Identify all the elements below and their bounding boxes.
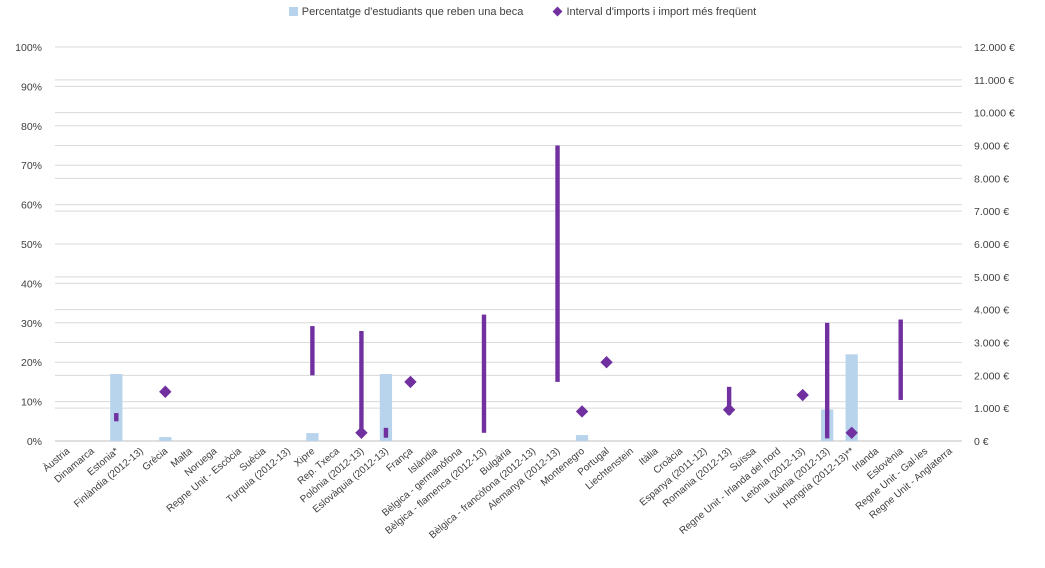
legend-entry-ranges: Interval d'imports i import més freqüent (553, 6, 757, 19)
range-line (824, 322, 830, 439)
range-series (114, 145, 903, 439)
range-line (898, 319, 903, 400)
most-frequent-diamond (796, 388, 809, 402)
right-tick-label: 0 € (974, 436, 989, 448)
most-frequent-diamond (722, 403, 736, 417)
left-tick-label: 40% (21, 278, 42, 290)
right-tick-label: 4.000 € (974, 305, 1009, 317)
left-tick-label: 50% (21, 239, 42, 251)
range-line (359, 331, 364, 433)
left-tick-label: 10% (21, 397, 42, 409)
left-tick-label: 100% (15, 42, 42, 54)
bar (845, 354, 858, 441)
left-axis-ticks: 0% 10% 20% 30% 40% 50% 60% 70% 80% 90% 100% (15, 42, 42, 448)
right-tick-label: 8.000 € (974, 173, 1009, 185)
left-tick-label: 80% (21, 121, 42, 133)
range-line (383, 427, 389, 438)
right-tick-label: 3.000 € (974, 338, 1009, 350)
right-tick-label: 11.000 € (974, 75, 1014, 87)
range-line (114, 413, 119, 422)
legend-square-icon (288, 7, 298, 17)
left-tick-label: 90% (21, 81, 42, 93)
category-label: Grècia (141, 446, 171, 474)
left-tick-label: 20% (21, 357, 42, 369)
bar (110, 374, 123, 441)
most-frequent-diamond (845, 426, 858, 439)
right-tick-label: 9.000 € (974, 141, 1009, 153)
most-frequent-diamond (159, 385, 172, 398)
bar-series (110, 354, 858, 441)
right-tick-label: 5.000 € (974, 272, 1009, 284)
left-tick-label: 60% (21, 200, 42, 212)
right-tick-label: 10.000 € (974, 108, 1015, 120)
legend-label-ranges: Interval d'imports i import més freqüent (566, 6, 757, 19)
right-tick-label: 6.000 € (974, 239, 1009, 251)
most-frequent-diamond (575, 405, 589, 418)
right-tick-label: 2.000 € (974, 370, 1009, 382)
right-tick-label: 7.000 € (974, 206, 1009, 218)
bar (379, 374, 393, 441)
most-frequent-diamond (600, 356, 613, 369)
bar (159, 437, 172, 441)
right-axis-ticks: 0 € 1.000 € 2.000 € 3.000 € 4.000 € 5.000 € 6.… (974, 42, 1015, 448)
most-frequent-diamond (355, 426, 368, 439)
chart-legend: Percentatge d'estudiants que reben una b… (0, 6, 1045, 18)
legend-entry-bars: Percentatge d'estudiants que reben una b… (288, 6, 524, 19)
left-tick-label: 30% (21, 318, 42, 330)
bar (575, 435, 589, 441)
range-line (726, 386, 732, 415)
left-tick-label: 70% (21, 160, 42, 172)
right-tick-label: 12.000 € (974, 42, 1015, 54)
gridlines (55, 46, 962, 442)
range-line (555, 145, 560, 382)
bar (306, 433, 319, 441)
left-tick-label: 0% (27, 436, 42, 448)
right-tick-label: 1.000 € (974, 403, 1009, 415)
most-frequent-diamond (404, 375, 417, 389)
range-line (481, 314, 487, 433)
legend-label-bars: Percentatge d'estudiants que reben una b… (301, 6, 524, 19)
range-line (310, 326, 315, 376)
